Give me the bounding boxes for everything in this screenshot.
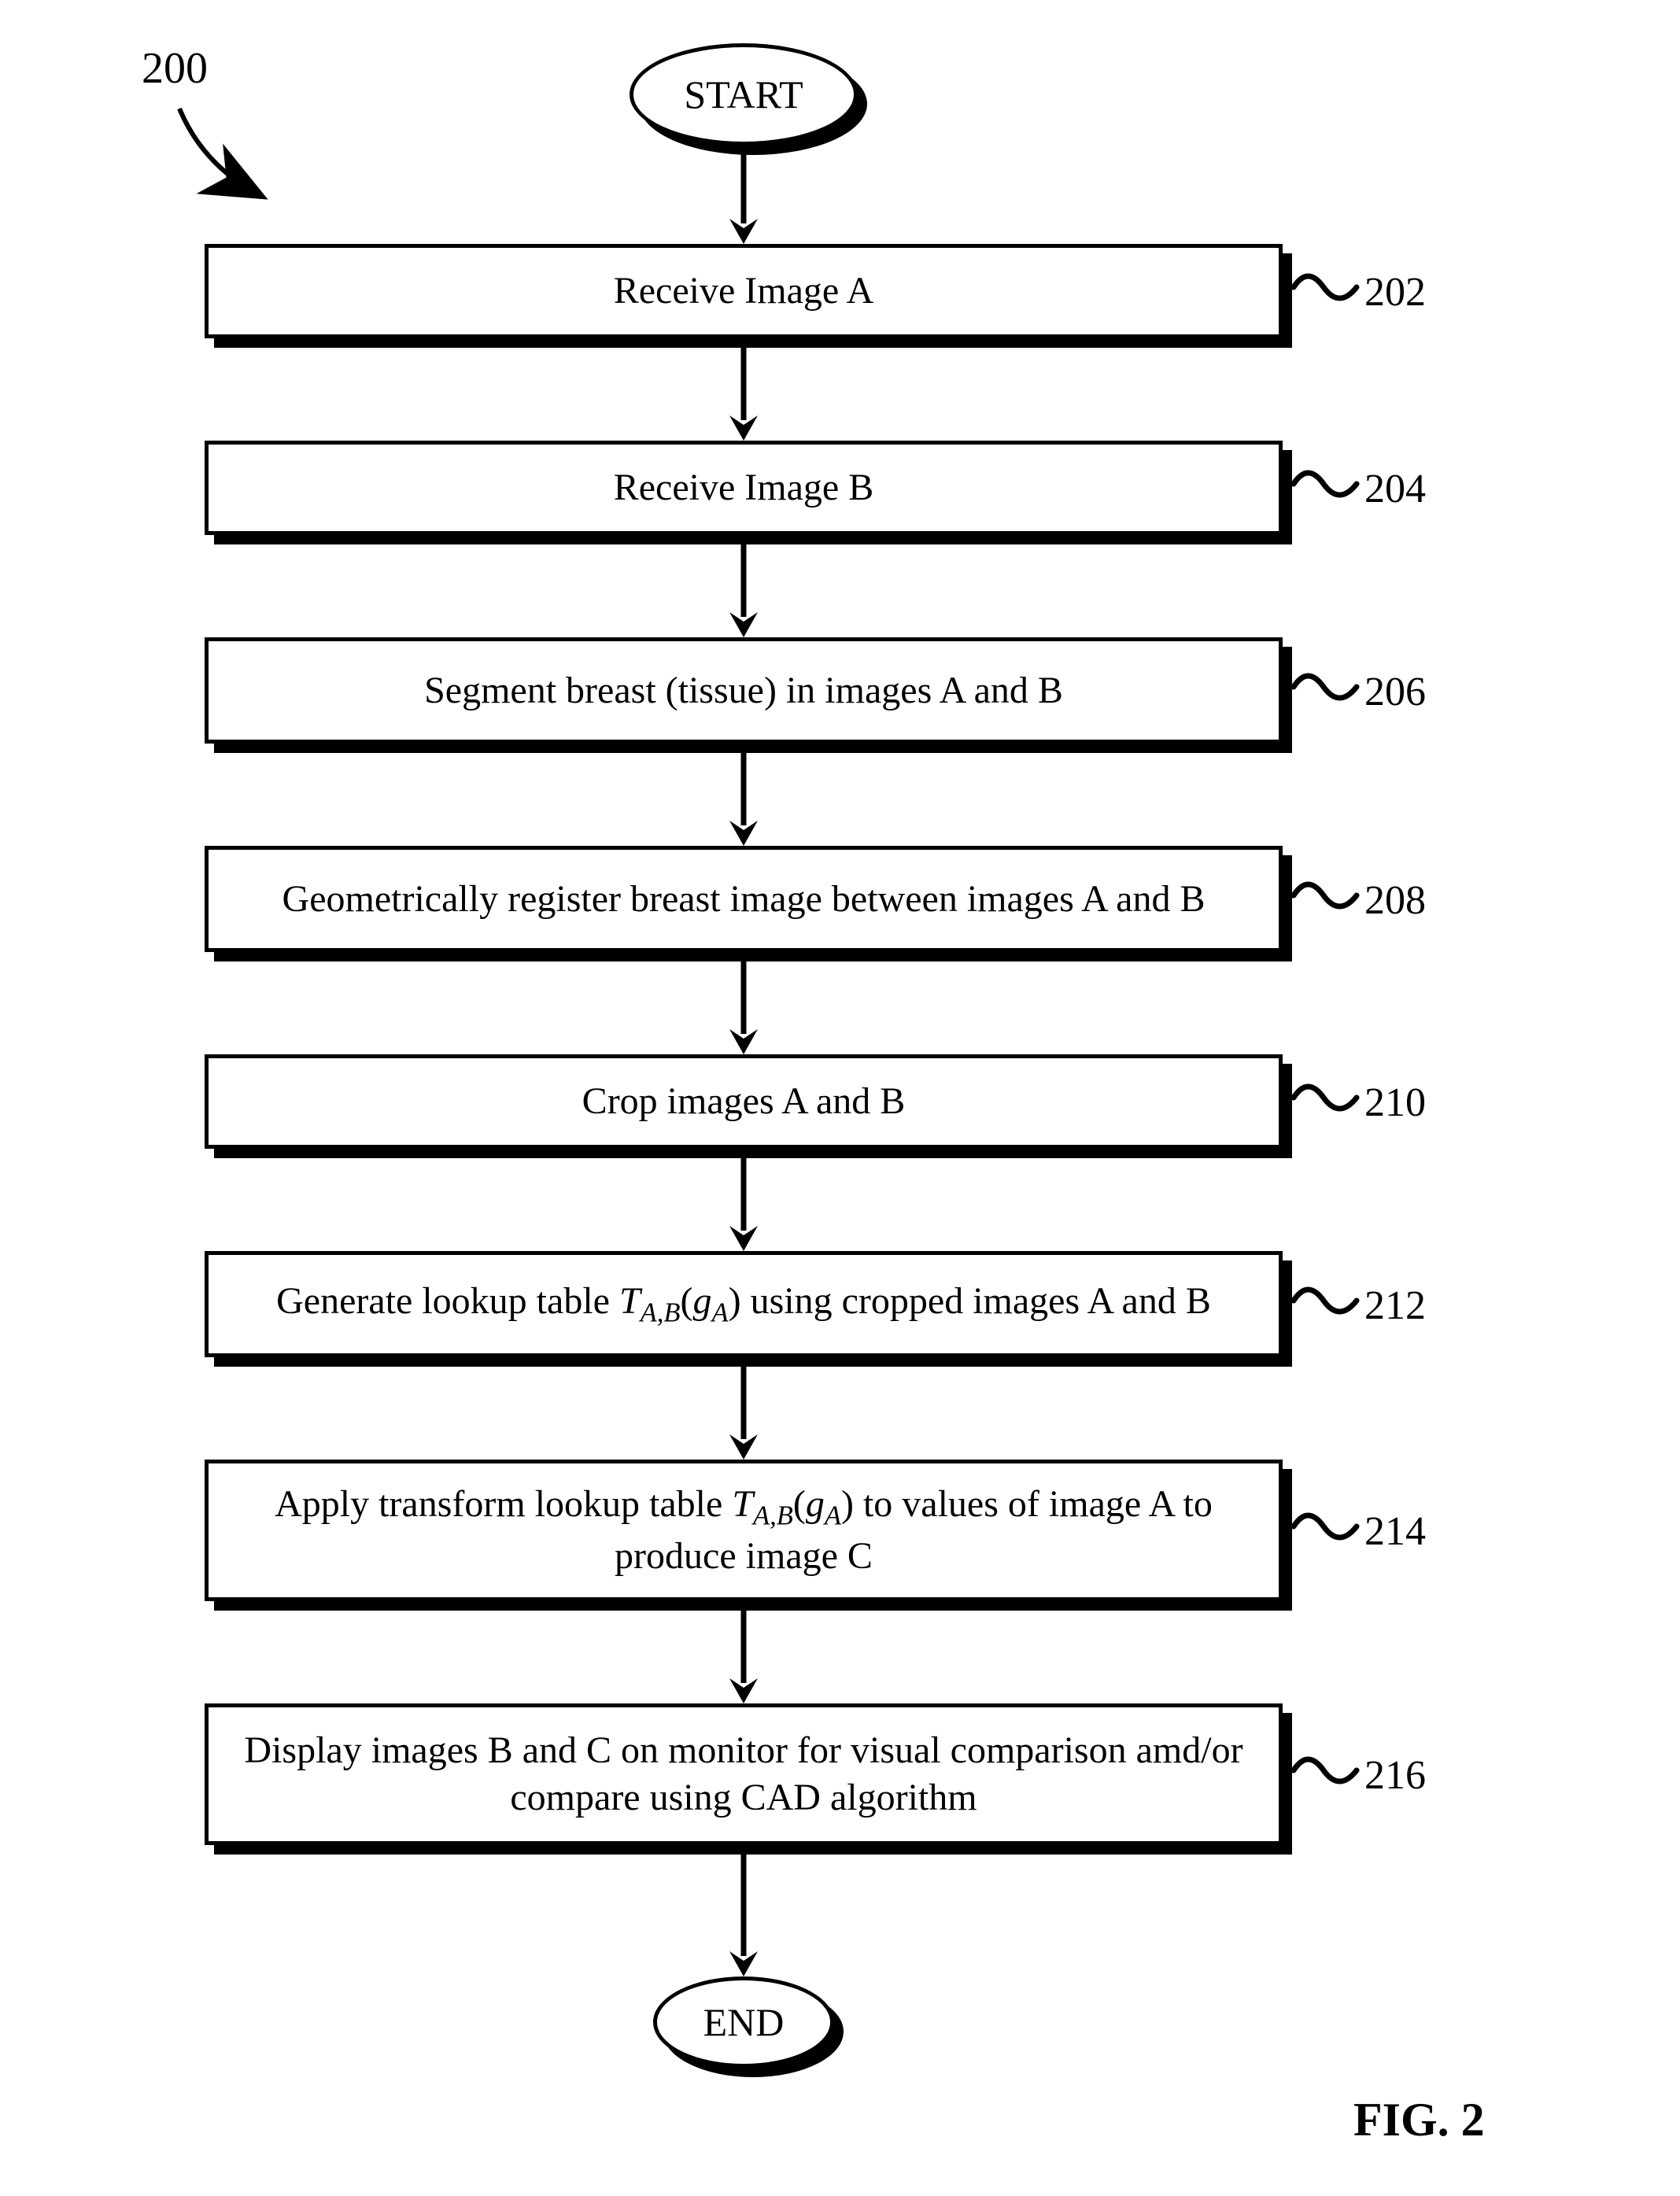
ref-connector: [1292, 264, 1367, 323]
ref-connector: [1292, 663, 1367, 722]
ref-connector: [1292, 1747, 1367, 1806]
ref-number-214: 214: [1364, 1508, 1426, 1555]
flow-arrow: [712, 544, 775, 640]
ref-number-202: 202: [1364, 269, 1426, 316]
process-step-204: Receive Image B: [205, 441, 1292, 544]
process-step-label: Generate lookup table TA,B(gA) using cro…: [276, 1278, 1211, 1331]
end-terminal: END: [653, 1976, 844, 2077]
process-step-label: Display images B and C on monitor for vi…: [232, 1727, 1255, 1821]
process-step-label: Receive Image A: [614, 268, 874, 315]
process-step-214: Apply transform lookup table TA,B(gA) to…: [205, 1460, 1292, 1611]
ref-number-204: 204: [1364, 466, 1426, 512]
ref-number-212: 212: [1364, 1283, 1426, 1329]
figure-number-arrow: [0, 0, 315, 252]
process-step-label: Receive Image B: [614, 464, 874, 511]
ref-connector: [1292, 1277, 1367, 1336]
flow-arrow: [712, 961, 775, 1057]
ref-connector: [1292, 872, 1367, 931]
ref-number-206: 206: [1364, 669, 1426, 715]
flow-arrow: [712, 1158, 775, 1254]
process-step-202: Receive Image A: [205, 244, 1292, 348]
process-step-box: Generate lookup table TA,B(gA) using cro…: [205, 1251, 1283, 1357]
start-label: START: [684, 72, 803, 117]
process-step-label: Apply transform lookup table TA,B(gA) to…: [232, 1481, 1255, 1581]
ref-number-208: 208: [1364, 877, 1426, 924]
process-step-box: Display images B and C on monitor for vi…: [205, 1703, 1283, 1845]
ref-connector: [1292, 1074, 1367, 1133]
figure-caption: FIG. 2: [1353, 2093, 1485, 2147]
process-step-label: Crop images A and B: [582, 1078, 906, 1125]
flow-arrow: [712, 1855, 775, 1980]
process-step-206: Segment breast (tissue) in images A and …: [205, 637, 1292, 753]
process-step-212: Generate lookup table TA,B(gA) using cro…: [205, 1251, 1292, 1367]
ref-connector: [1292, 460, 1367, 519]
process-step-box: Crop images A and B: [205, 1054, 1283, 1149]
ref-number-210: 210: [1364, 1080, 1426, 1126]
process-step-box: Receive Image A: [205, 244, 1283, 338]
process-step-label: Geometrically register breast image betw…: [282, 876, 1206, 923]
start-terminal: START: [630, 43, 867, 155]
process-step-label: Segment breast (tissue) in images A and …: [424, 667, 1063, 714]
flow-arrow: [712, 348, 775, 444]
process-step-216: Display images B and C on monitor for vi…: [205, 1703, 1292, 1855]
flow-arrow: [712, 1611, 775, 1707]
flowchart-figure: 200 START Receive Image A202Receive Imag…: [0, 0, 1680, 2196]
flow-arrow: [712, 753, 775, 849]
process-step-208: Geometrically register breast image betw…: [205, 846, 1292, 961]
process-step-box: Receive Image B: [205, 441, 1283, 535]
end-label: END: [703, 1999, 785, 2045]
process-step-box: Segment breast (tissue) in images A and …: [205, 637, 1283, 744]
flow-arrow: [712, 1367, 775, 1463]
process-step-box: Geometrically register breast image betw…: [205, 846, 1283, 952]
process-step-box: Apply transform lookup table TA,B(gA) to…: [205, 1460, 1283, 1601]
ref-connector: [1292, 1503, 1367, 1562]
ref-number-216: 216: [1364, 1752, 1426, 1799]
flow-arrow: [712, 146, 775, 247]
process-step-210: Crop images A and B: [205, 1054, 1292, 1158]
